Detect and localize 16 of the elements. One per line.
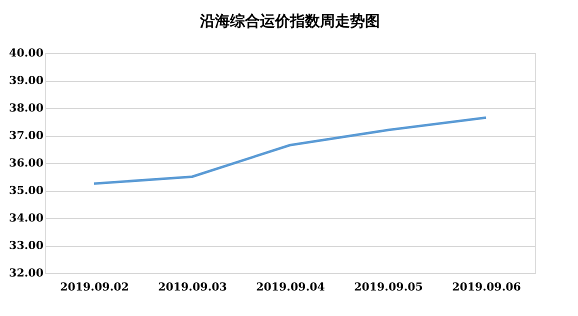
x-tick-label: 2019.09.03 xyxy=(158,280,227,294)
y-tick-label: 34.00 xyxy=(9,212,44,224)
y-tick-label: 39.00 xyxy=(9,74,44,87)
x-tick-label: 2019.09.02 xyxy=(60,280,129,294)
y-tick-label: 35.00 xyxy=(9,184,44,197)
y-tick-label: 32.00 xyxy=(9,266,44,280)
y-tick-label: 37.00 xyxy=(9,129,44,142)
y-tick-label: 36.00 xyxy=(9,156,44,170)
y-tick-label: 40.00 xyxy=(9,46,44,60)
line-series xyxy=(92,116,488,185)
chart-title: 沿海综合运价指数周走势图 xyxy=(199,12,380,30)
x-tick-label: 2019.09.04 xyxy=(256,280,326,294)
y-tick-label: 33.00 xyxy=(9,239,44,252)
x-tick-label: 2019.09.06 xyxy=(452,280,522,294)
x-tick-label: 2019.09.05 xyxy=(354,280,423,294)
y-tick-label: 38.00 xyxy=(9,102,44,114)
